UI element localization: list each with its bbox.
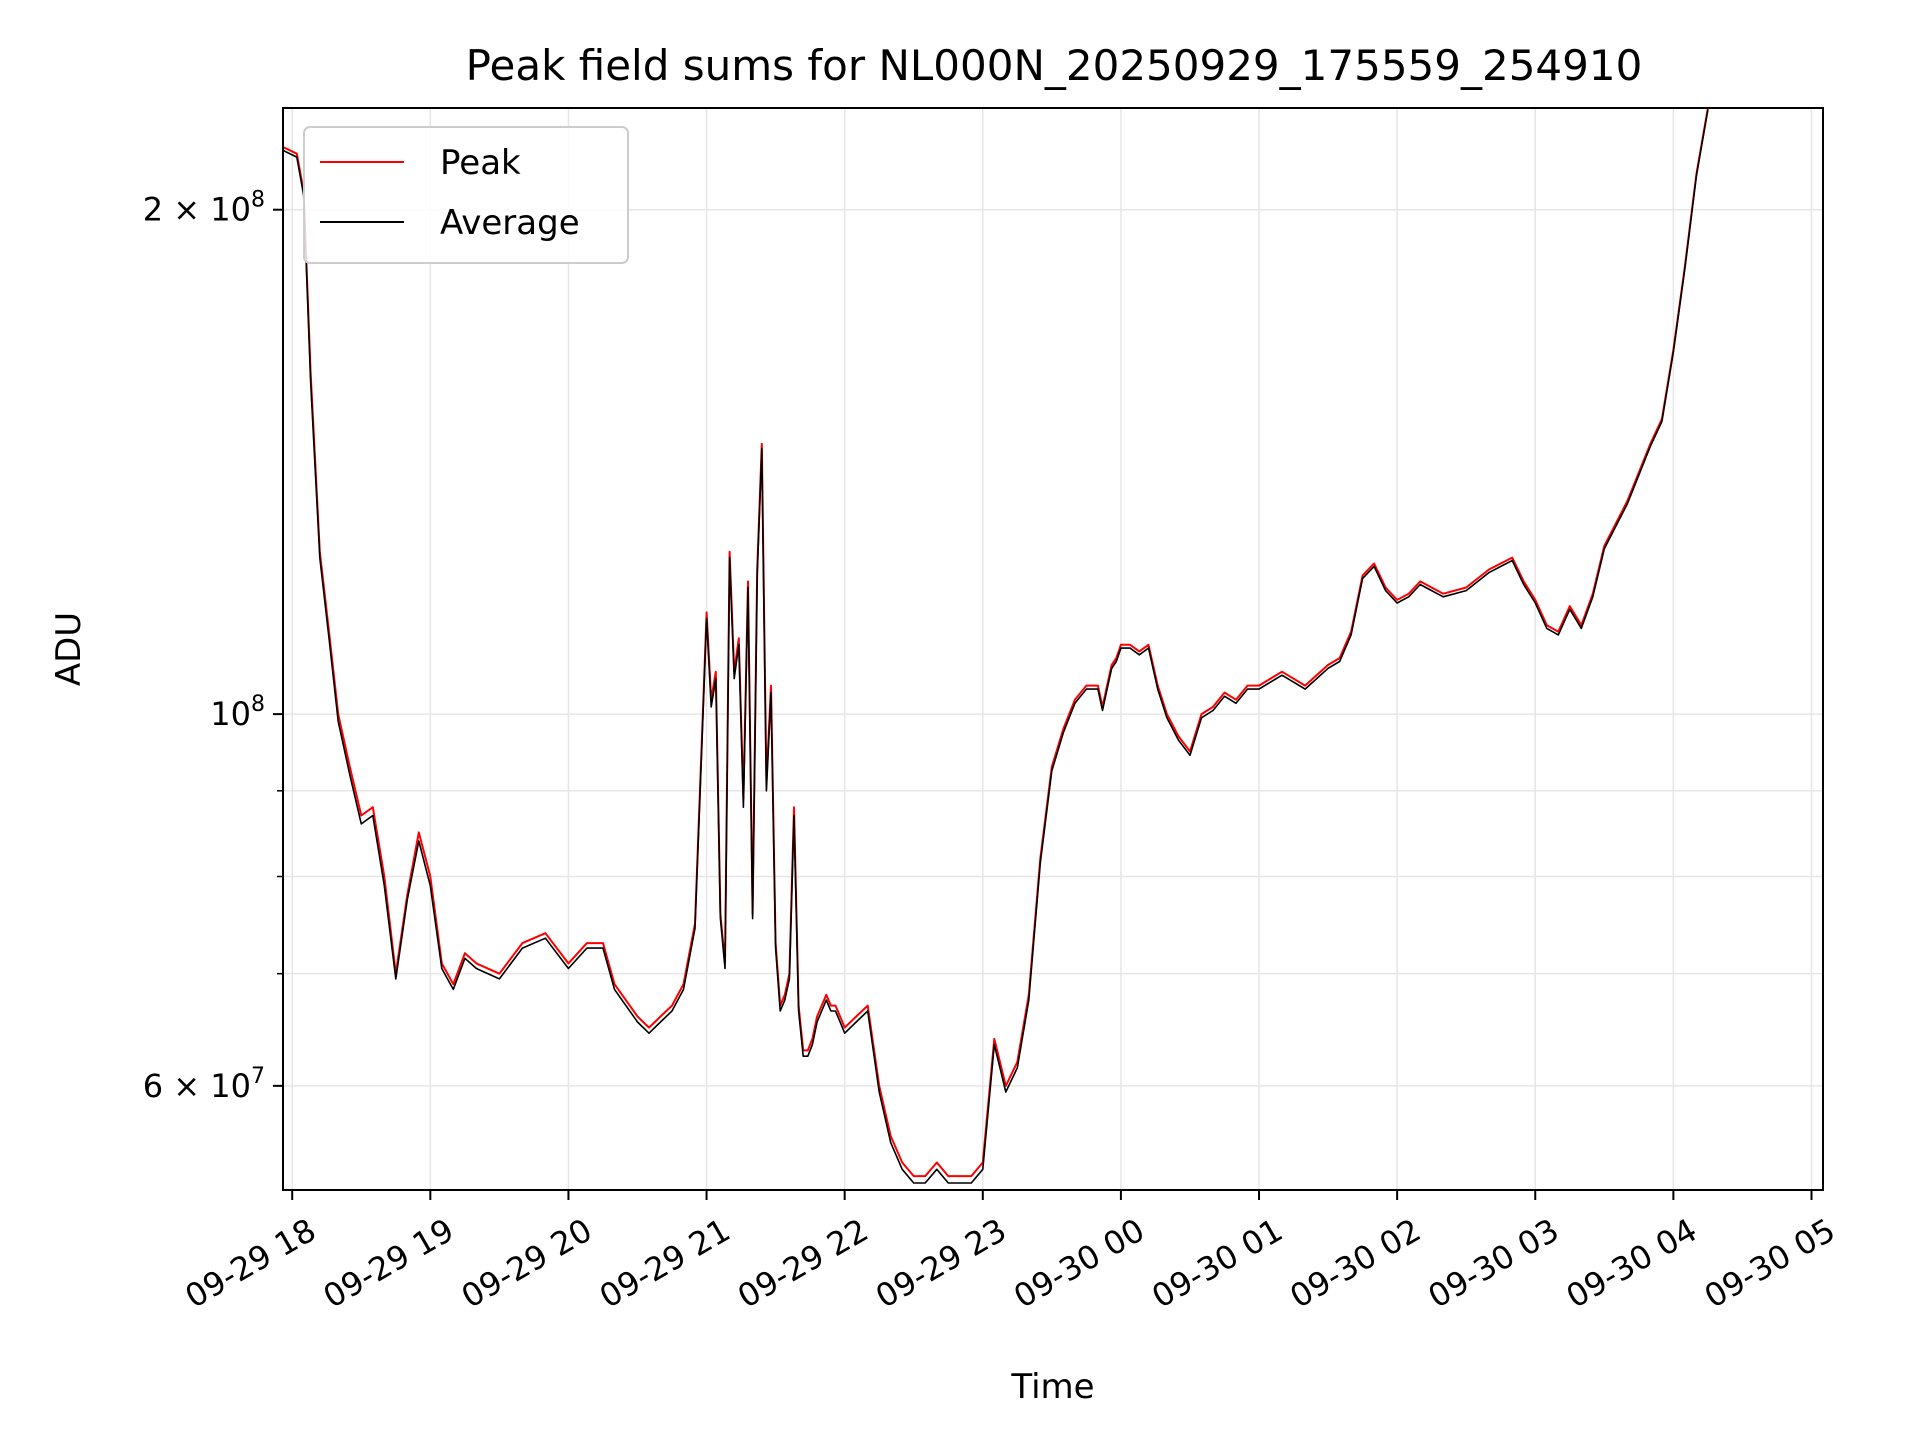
series-layer [283,108,1709,1184]
legend-label-peak: Peak [440,143,521,183]
plot-area [282,107,1824,1191]
y-tick-label: 6 × 107 [143,1064,265,1105]
grid [283,108,1823,1190]
series-line-average [283,109,1709,1184]
y-axis: 6 × 107 108 2 × 108 [143,188,283,1105]
y-axis-title: ADU [49,612,89,686]
plot-background [283,108,1823,1190]
legend: Peak Average [303,126,629,264]
legend-label-average: Average [440,203,580,243]
y-tick-label: 2 × 108 [143,188,265,229]
plot-frame [282,107,1824,1191]
y-tick-label: 108 [210,692,265,733]
x-axis-title: Time [1010,1367,1094,1407]
series-line-peak [283,108,1709,1178]
chart-title: Peak field sums for NL000N_20250929_1755… [466,41,1643,90]
